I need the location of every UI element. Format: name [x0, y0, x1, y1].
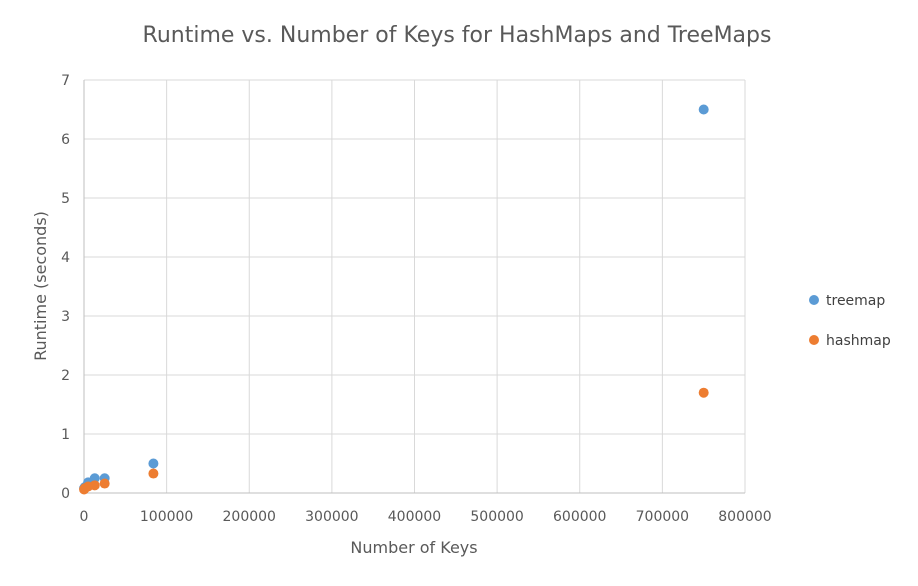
axis-layer [83, 80, 745, 494]
x-tick-label: 600000 [553, 509, 606, 525]
legend: treemap hashmap [809, 293, 891, 349]
y-tick-label: 2 [61, 368, 70, 384]
treemap-point [89, 473, 100, 484]
x-tick-label: 300000 [305, 509, 358, 525]
y-tick-label: 0 [61, 486, 70, 502]
legend-marker-hashmap [809, 335, 819, 345]
treemap-point [698, 104, 709, 115]
hashmap-point [148, 468, 159, 479]
x-tick-label: 500000 [470, 509, 523, 525]
x-tick-label: 0 [80, 509, 89, 525]
legend-label-hashmap: hashmap [826, 333, 891, 349]
y-tick-label: 6 [61, 132, 70, 148]
x-axis-label: Number of Keys [350, 538, 477, 557]
hashmap-point [99, 478, 110, 489]
legend-marker-treemap [809, 295, 819, 305]
treemap-point [148, 458, 159, 469]
hashmap-point [698, 387, 709, 398]
x-tick-label: 800000 [718, 509, 771, 525]
x-tick-label: 200000 [223, 509, 276, 525]
chart-title: Runtime vs. Number of Keys for HashMaps … [143, 23, 772, 48]
data-points [79, 104, 709, 495]
tick-labels: 0 1 2 3 4 5 6 7 0 100000 200000 300000 400000 500000 6… [61, 73, 772, 525]
hashmap-point [89, 480, 100, 491]
grid-layer [84, 79, 746, 493]
x-tick-label: 100000 [140, 509, 193, 525]
y-tick-label: 5 [61, 191, 70, 207]
y-tick-label: 1 [61, 427, 70, 443]
x-tick-label: 700000 [636, 509, 689, 525]
y-tick-label: 7 [61, 73, 70, 89]
legend-label-treemap: treemap [826, 293, 885, 309]
y-tick-label: 4 [61, 250, 70, 266]
y-axis-label: Runtime (seconds) [31, 211, 50, 361]
x-tick-label: 400000 [388, 509, 441, 525]
y-tick-label: 3 [61, 309, 70, 325]
